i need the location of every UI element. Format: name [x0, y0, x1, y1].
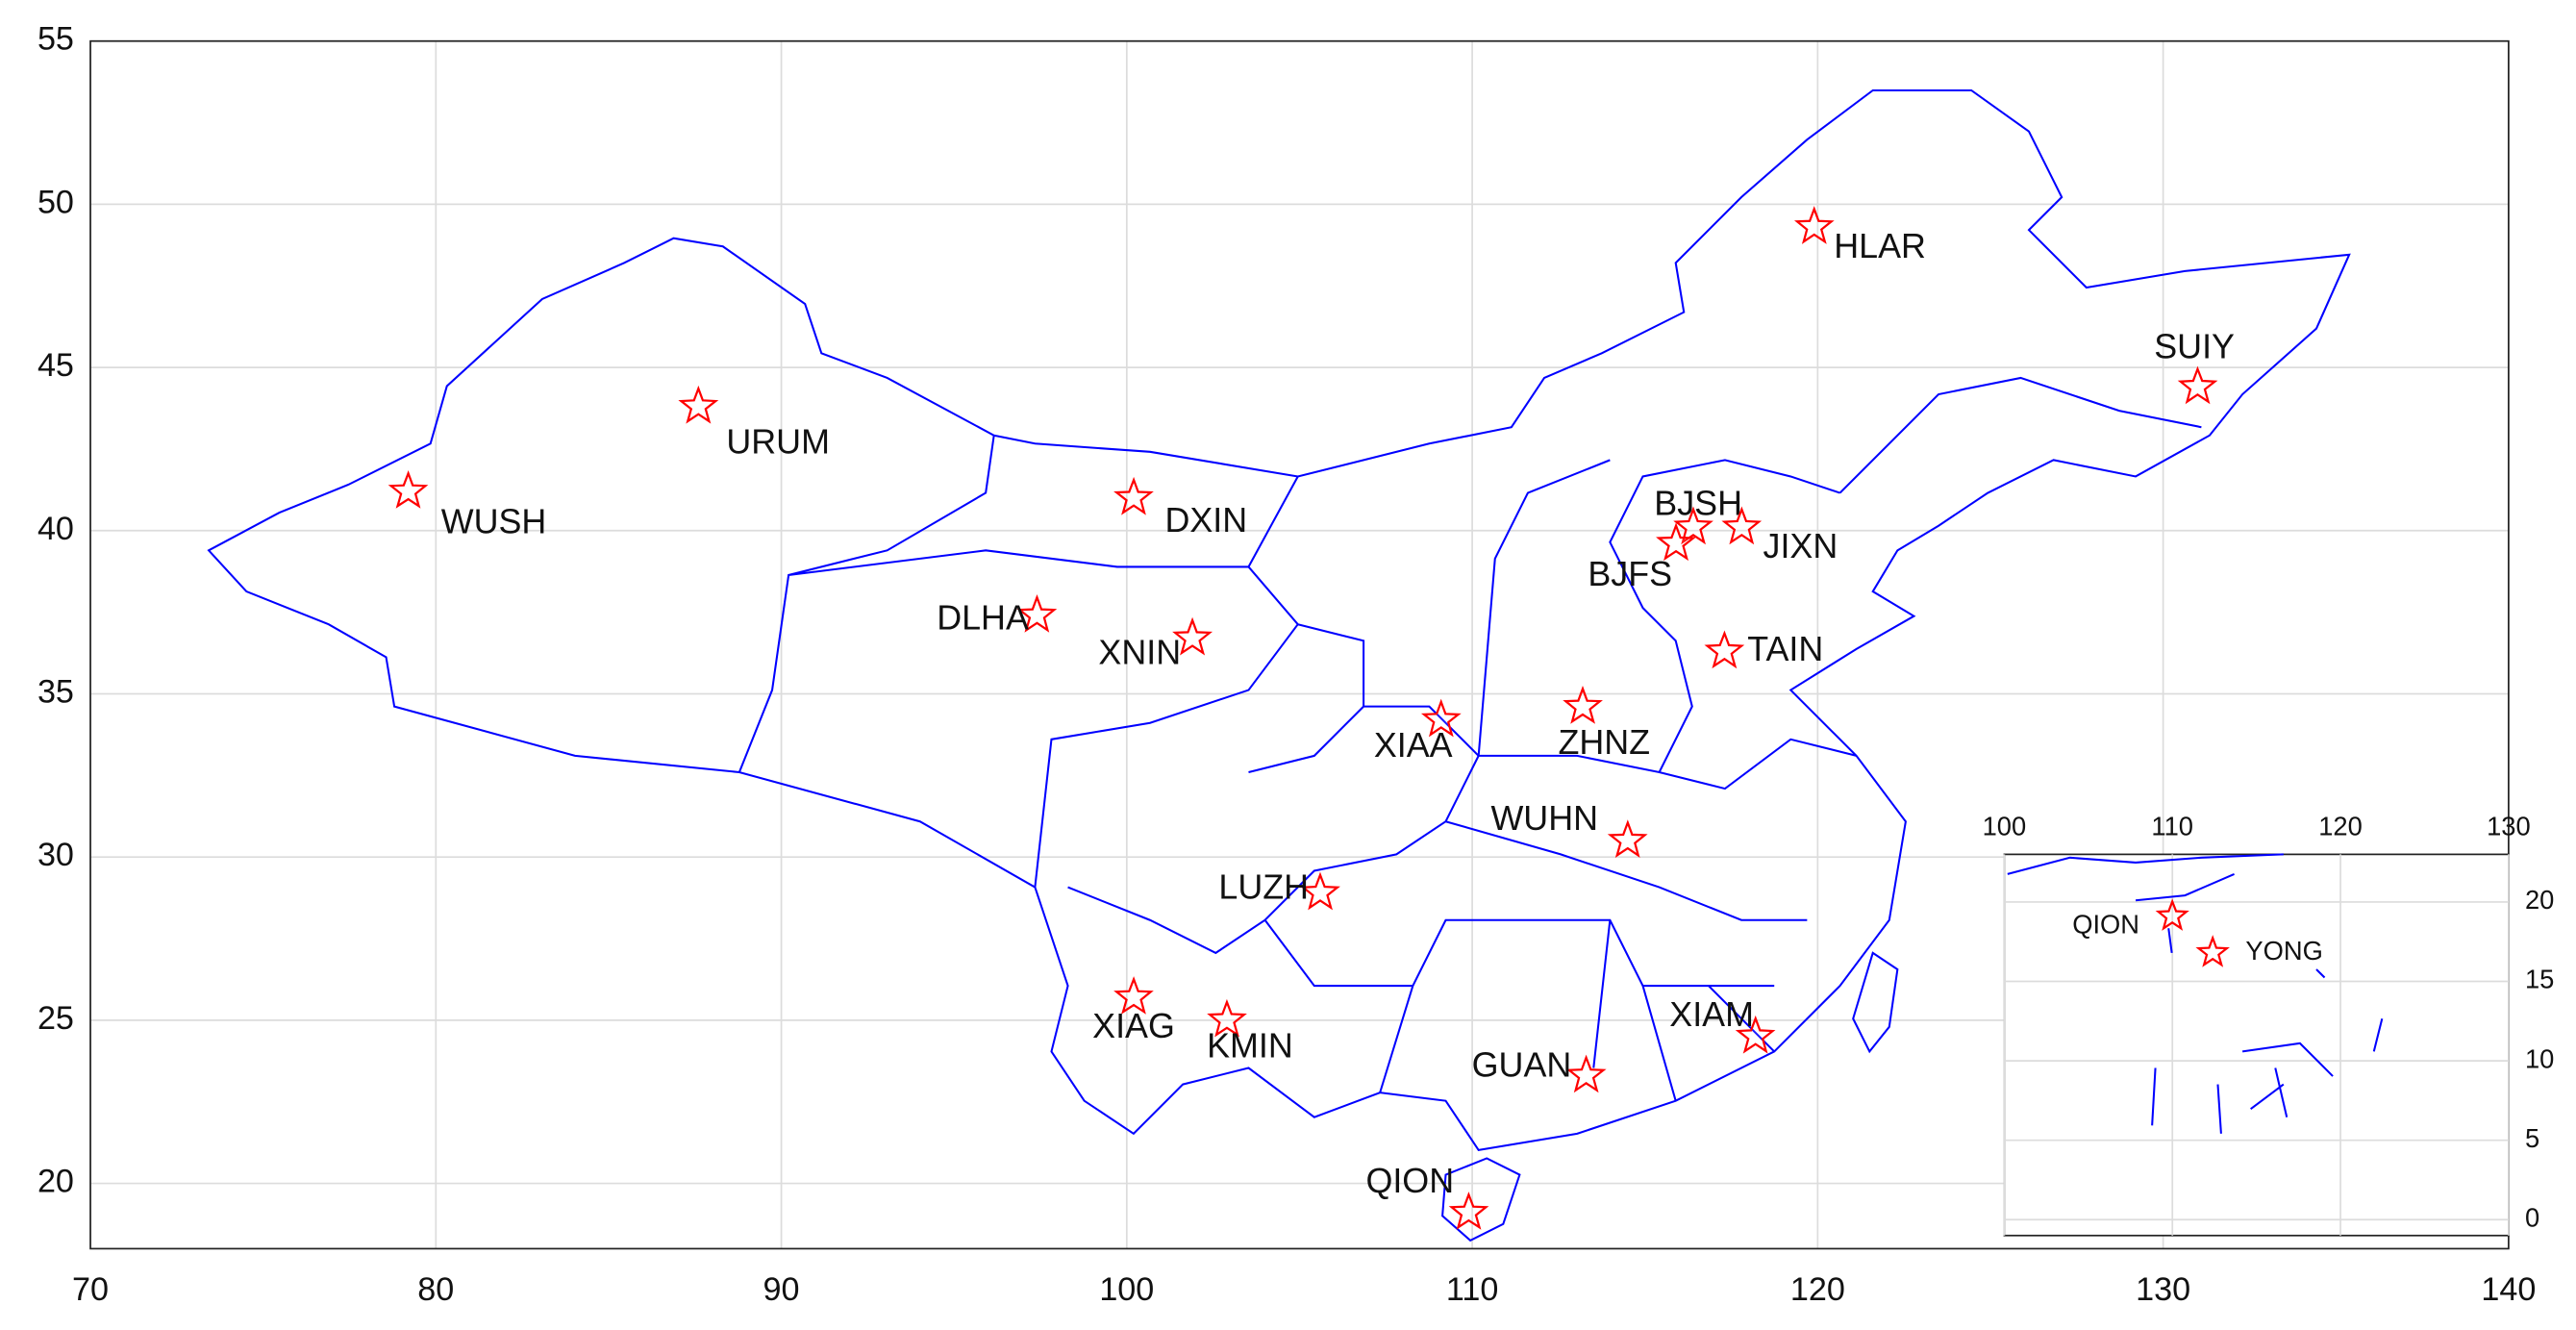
station-label: XNIN: [1098, 633, 1181, 671]
station-marker: [1656, 522, 1697, 562]
station-marker: [1793, 206, 1835, 244]
station-marker: [1721, 506, 1763, 545]
y-tick-label: 20: [2525, 885, 2554, 915]
station-marker: [1207, 998, 1247, 1038]
province-lines: [738, 376, 2202, 1101]
x-tick-label: 120: [2318, 811, 2363, 841]
inset-stations: QION YONG: [2072, 898, 2323, 967]
station-marker: [1016, 593, 1058, 633]
station-marker: [1172, 616, 1213, 656]
taiwan: [1852, 951, 1899, 1054]
y-tick-label: 10: [2525, 1043, 2554, 1073]
station-marker: [1448, 1192, 1489, 1230]
station-label: BJFS: [1588, 555, 1672, 593]
station-label: WUHN: [1490, 799, 1598, 838]
inset-coast: [2007, 853, 2384, 1134]
station-label: YONG: [2245, 936, 2322, 966]
station-marker: [2155, 898, 2189, 931]
y-tick-label: 50: [38, 184, 74, 220]
x-tick-label: 130: [2136, 1271, 2190, 1308]
station-marker: [388, 470, 429, 509]
station-marker: [1420, 698, 1462, 738]
stations: WUSH URUM DXIN DLHA XNIN HLAR SUIY BJSH BJFS JIXN…: [388, 206, 2235, 1230]
station-marker: [1735, 1015, 1776, 1054]
x-tick-label: 80: [417, 1271, 454, 1308]
inset-frame: [2003, 853, 2510, 1237]
boundaries: [207, 88, 2351, 1242]
x-tick-label: 110: [2151, 811, 2193, 841]
station-label: DXIN: [1164, 501, 1247, 540]
y-tick-label: 0: [2525, 1202, 2539, 1232]
station-marker: [2177, 365, 2218, 405]
station-marker: [2195, 935, 2230, 967]
x-tick-label: 130: [2487, 811, 2531, 841]
station-marker: [1704, 630, 1745, 669]
x-tick-label: 110: [1446, 1271, 1498, 1308]
y-tick-label: 5: [2525, 1123, 2539, 1153]
station-marker: [1113, 476, 1154, 515]
station-marker: [678, 385, 719, 424]
station-marker: [1563, 685, 1603, 724]
country-outline: [207, 88, 2351, 1152]
y-tick-label: 30: [38, 837, 74, 873]
station-marker: [1565, 1054, 1607, 1093]
station-label: BJSH: [1654, 485, 1742, 523]
station-label: JIXN: [1763, 527, 1838, 565]
x-tick-label: 140: [2481, 1271, 2536, 1308]
hainan: [1441, 1157, 1521, 1242]
station-label: ZHNZ: [1558, 723, 1650, 762]
station-marker: [1607, 819, 1648, 858]
station-label: KMIN: [1207, 1026, 1293, 1065]
station-marker: [1673, 506, 1713, 545]
station-label: SUIY: [2154, 328, 2235, 366]
station-label: LUZH: [1218, 868, 1309, 907]
station-label: DLHA: [937, 599, 1029, 638]
axes-frame: [89, 39, 2510, 1250]
station-label: GUAN: [1472, 1045, 1572, 1084]
x-tick-label: 90: [763, 1271, 800, 1308]
y-tick-label: 40: [38, 511, 74, 547]
y-tick-label: 45: [38, 347, 74, 384]
y-tick-label: 35: [38, 674, 74, 711]
x-tick-label: 120: [1790, 1271, 1845, 1308]
y-tick-label: 55: [38, 21, 74, 58]
y-tick-label: 25: [38, 1000, 74, 1037]
inset-grid: 100 110 120 130 0 5 10 15 20: [1983, 811, 2554, 1236]
x-tick-label: 100: [1099, 1271, 1154, 1308]
y-tick-label: 20: [38, 1164, 74, 1200]
station-marker: [1113, 976, 1154, 1015]
x-tick-label: 100: [1983, 811, 2027, 841]
station-marker: [1300, 871, 1340, 911]
station-label: XIAM: [1669, 995, 1754, 1034]
station-label: QION: [2072, 909, 2139, 939]
y-tick-label: 15: [2525, 965, 2554, 994]
station-label: URUM: [726, 423, 830, 462]
station-label: TAIN: [1747, 630, 1823, 668]
station-label: QION: [1365, 1162, 1454, 1200]
x-tick-label: 70: [72, 1271, 109, 1308]
station-label: HLAR: [1834, 227, 1926, 265]
station-label: XIAA: [1374, 726, 1453, 765]
station-label: XIAG: [1092, 1007, 1175, 1045]
station-label: WUSH: [441, 503, 547, 541]
